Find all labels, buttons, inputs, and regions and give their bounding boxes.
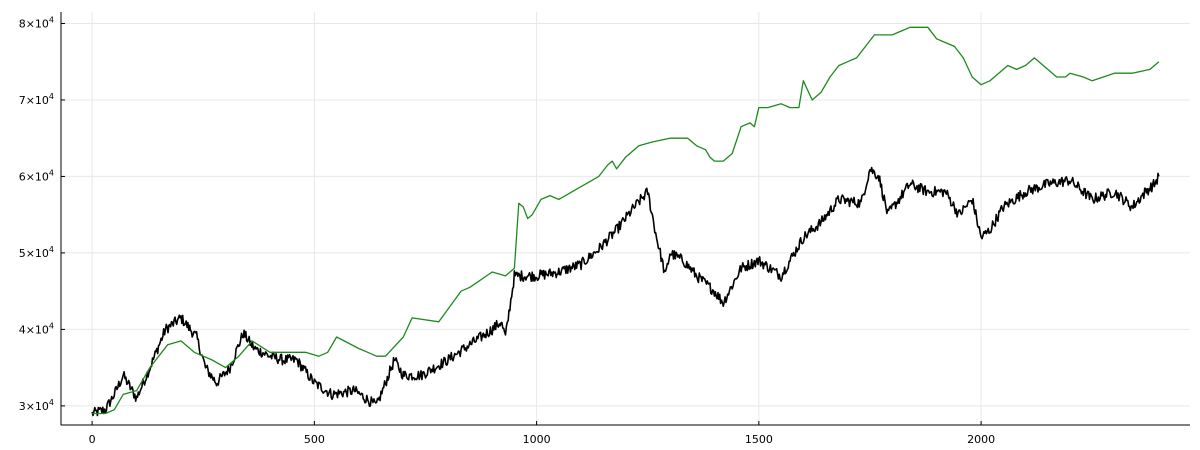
x-tick-label: 0 (89, 433, 96, 446)
y-tick-exponent: 4 (49, 245, 54, 254)
x-tick-label: 500 (304, 433, 325, 446)
x-tick-label: 2000 (967, 433, 995, 446)
y-tick-base: ×10 (26, 323, 49, 336)
y-tick-base: ×10 (26, 247, 49, 260)
axes (60, 12, 1190, 426)
y-tick-base: ×10 (26, 17, 49, 30)
y-tick-mantissa: 4 (19, 323, 26, 336)
y-tick-exponent: 4 (49, 92, 54, 101)
y-tick-exponent: 4 (49, 398, 54, 407)
tick-labels: 0 500 1000 1500 20003×1044×1045×1046×1047×10… (19, 15, 995, 446)
y-tick-base: ×10 (26, 94, 49, 107)
y-tick-mantissa: 8 (19, 17, 26, 30)
x-tick-label: 1500 (745, 433, 773, 446)
y-tick-base: ×10 (26, 400, 49, 413)
y-tick-base: ×10 (26, 170, 49, 183)
y-tick-mantissa: 6 (19, 170, 26, 183)
series (91, 26, 1160, 417)
y-tick-mantissa: 3 (19, 400, 26, 413)
x-tick-label: 1000 (523, 433, 551, 446)
series-line-2 (92, 26, 1160, 415)
y-tick-label: 4×104 (19, 321, 54, 336)
y-tick-mantissa: 7 (19, 94, 26, 107)
y-tick-label: 3×104 (19, 398, 54, 413)
grid (61, 12, 1190, 425)
y-tick-label: 5×104 (19, 245, 54, 260)
y-tick-label: 7×104 (19, 92, 54, 107)
series-line-1 (91, 166, 1160, 417)
y-tick-mantissa: 5 (19, 247, 26, 260)
y-tick-label: 8×104 (19, 15, 54, 30)
y-tick-exponent: 4 (49, 168, 54, 177)
y-tick-exponent: 4 (49, 321, 54, 330)
y-tick-label: 6×104 (19, 168, 54, 183)
y-tick-exponent: 4 (49, 15, 54, 24)
